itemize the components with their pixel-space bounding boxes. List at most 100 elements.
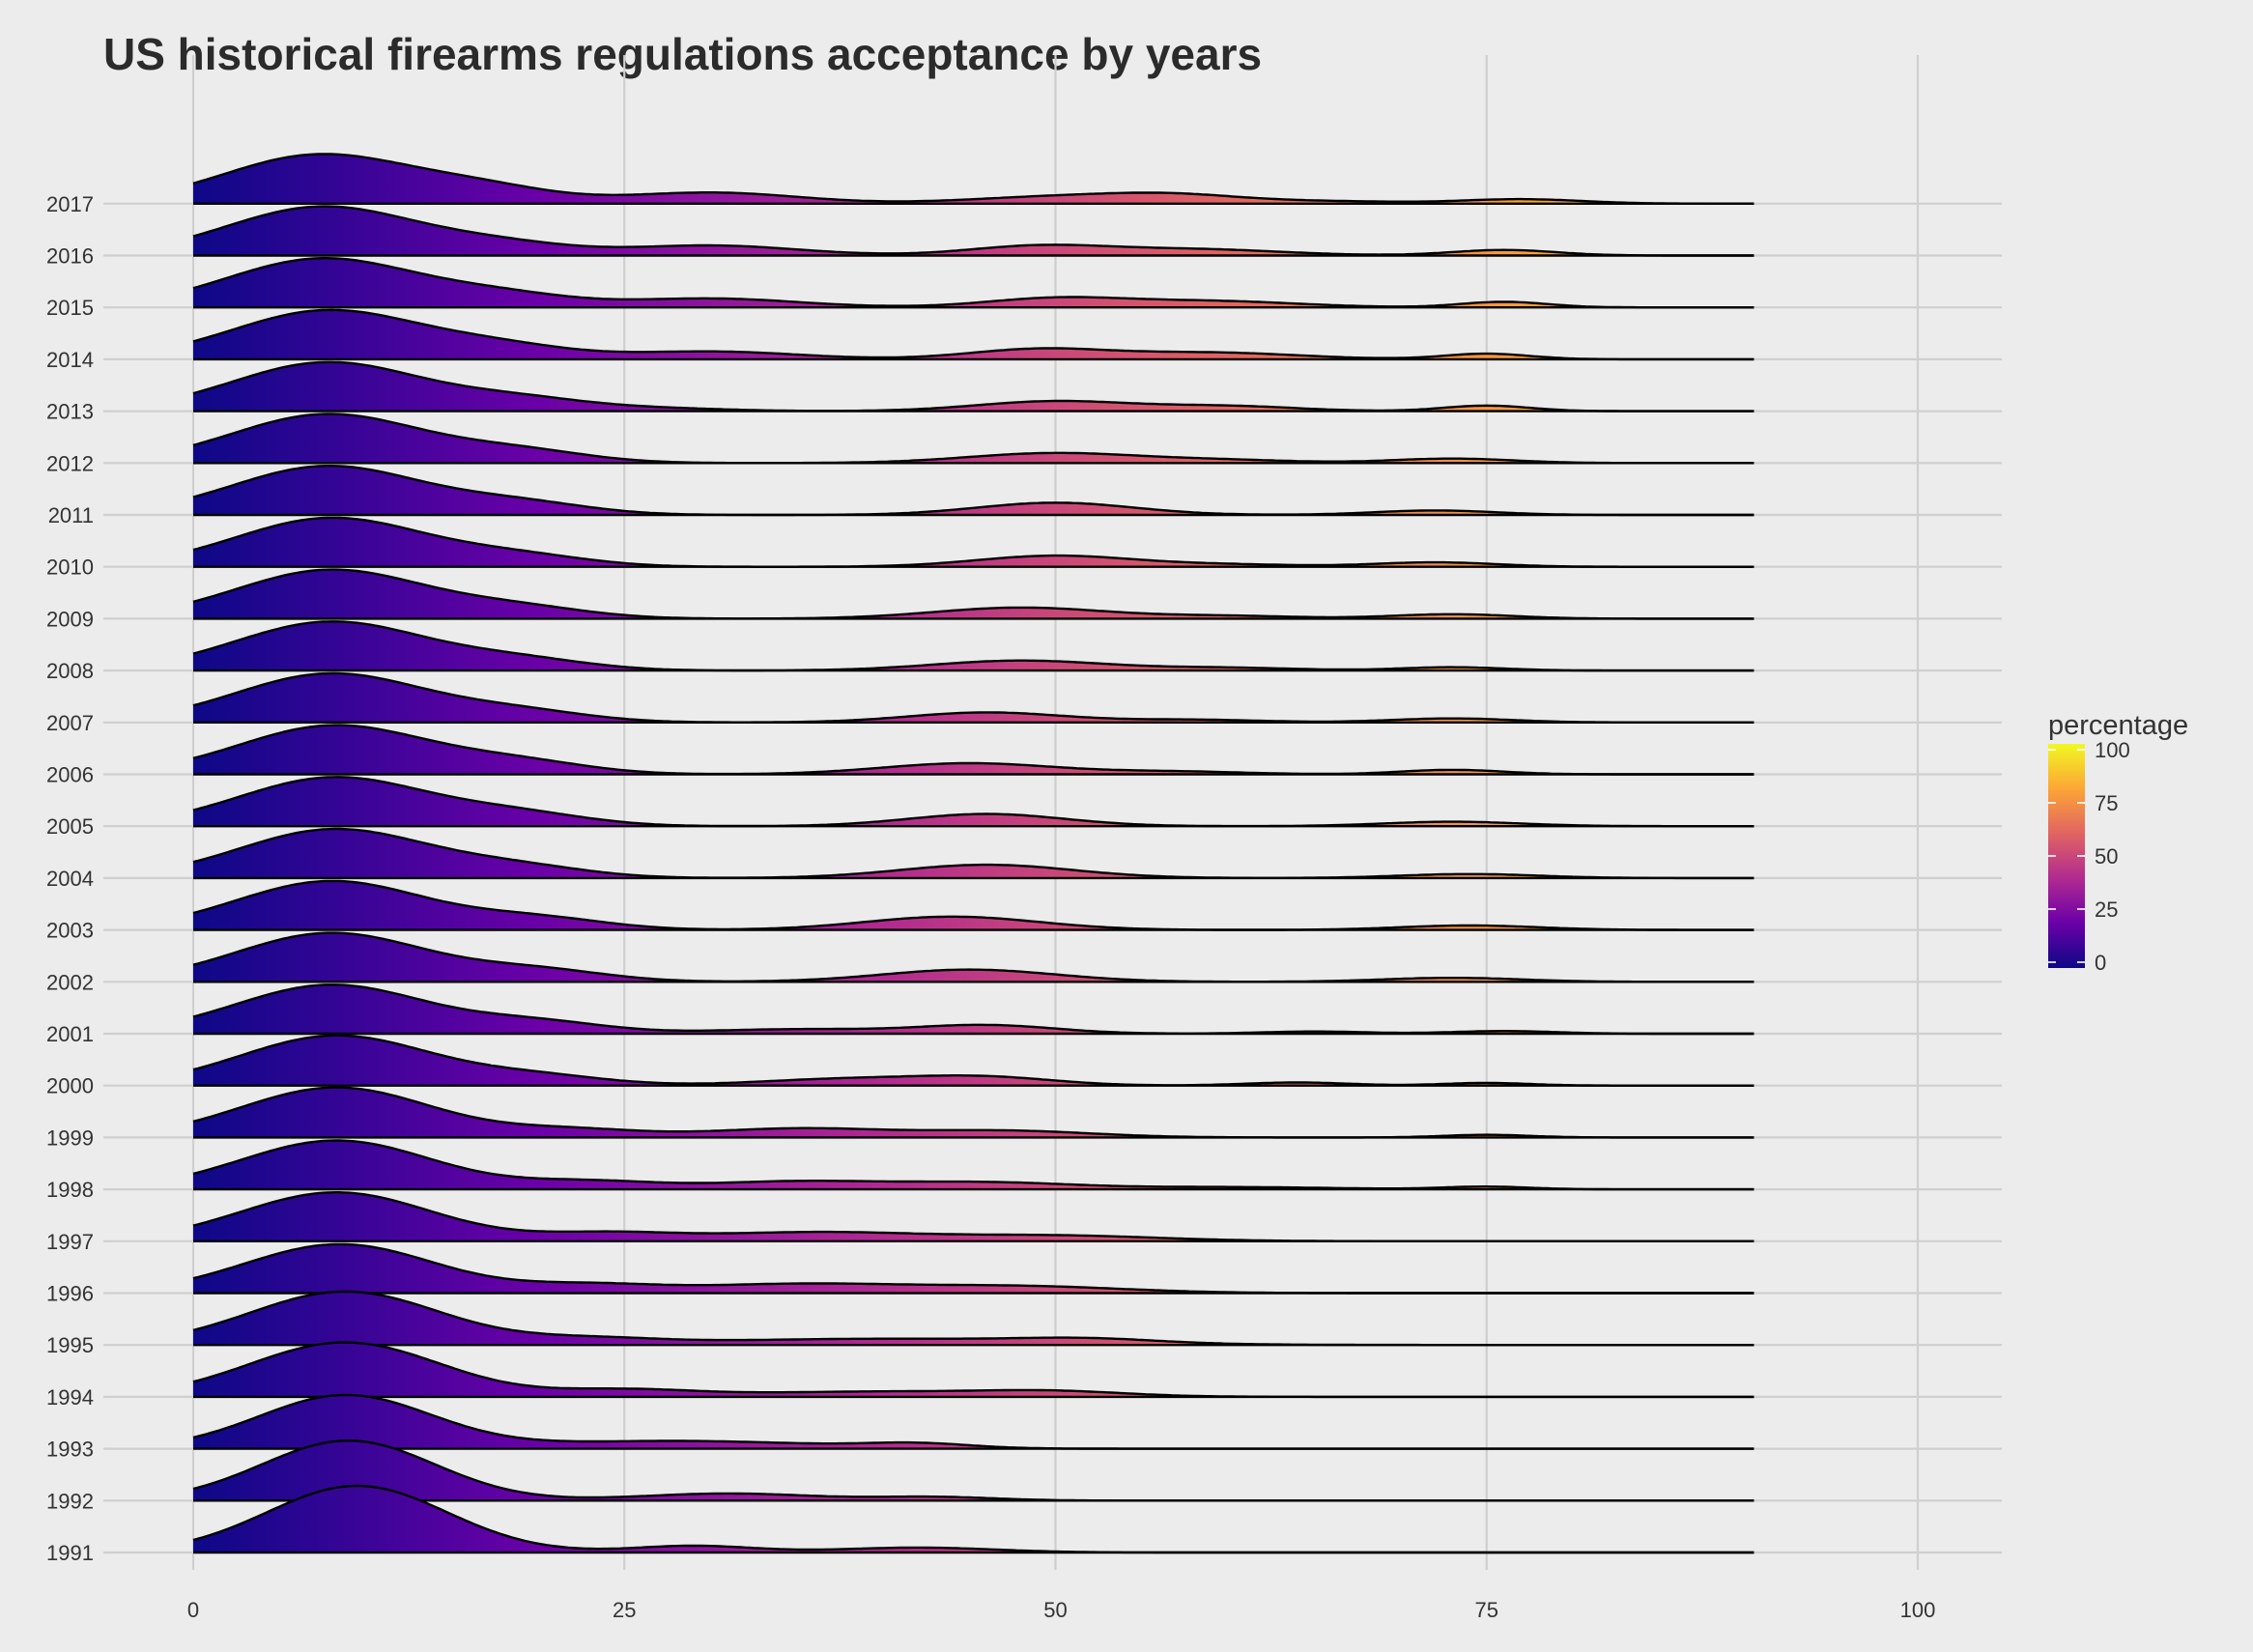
ridge-outline [192, 827, 1754, 880]
ridge-outline [192, 724, 1754, 776]
ridge-fill [193, 1243, 1754, 1294]
ridge-2009 [192, 568, 1754, 620]
legend-colorbar [2048, 744, 2085, 968]
ridge-2000 [192, 1034, 1754, 1087]
ridge-outline [192, 257, 1754, 309]
legend-tick-label: 0 [2095, 951, 2106, 975]
y-tick-label: 2005 [46, 814, 94, 839]
legend-title: percentage [2048, 710, 2188, 741]
ridge-fill [193, 361, 1754, 412]
ridge-outline [192, 776, 1754, 828]
y-axis-tick-labels: 2017 2016 2015 2014 2013 2012 2011 2010 2009 2008… [46, 192, 94, 1565]
y-tick-label: 2007 [46, 711, 94, 735]
y-tick-label: 2012 [46, 451, 94, 475]
ridge-fill [193, 621, 1754, 671]
y-tick-label: 2004 [46, 867, 94, 891]
ridge-1997 [192, 1191, 1754, 1243]
legend-tick-labels: 0 25 50 75 100 [2095, 738, 2130, 975]
ridge-fill [193, 1192, 1754, 1241]
ridge-fill [193, 1291, 1754, 1346]
ridge-fill [193, 517, 1754, 567]
ridge-outline [192, 1034, 1754, 1087]
ridge-outline [192, 360, 1754, 413]
y-tick-label: 2000 [46, 1074, 94, 1098]
ridge-fill [193, 829, 1754, 878]
ridge-fill [193, 932, 1754, 983]
ridge-fill [193, 777, 1754, 827]
y-tick-label: 1997 [46, 1230, 94, 1254]
ridge-fill [193, 258, 1754, 308]
legend-tick-label: 100 [2095, 738, 2130, 762]
ridge-2017 [192, 153, 1754, 206]
y-tick-label: 1991 [46, 1541, 94, 1565]
legend-tick-label: 75 [2095, 791, 2118, 815]
ridge-2008 [192, 620, 1754, 672]
ridge-outline [192, 1086, 1754, 1139]
ridge-1991 [192, 1484, 1754, 1554]
ridge-fill [193, 569, 1754, 619]
y-tick-label: 2011 [48, 503, 94, 527]
ridge-1998 [192, 1139, 1754, 1191]
y-tick-label: 2008 [46, 659, 94, 683]
ridge-fill [193, 984, 1754, 1034]
y-tick-label: 1995 [46, 1333, 94, 1357]
y-tick-label: 2006 [46, 763, 94, 787]
y-tick-label: 1993 [46, 1438, 94, 1462]
x-tick-label: 25 [613, 1598, 636, 1622]
ridge-fill [193, 309, 1754, 359]
legend-tick-label: 25 [2095, 897, 2118, 922]
x-tick-label: 100 [1900, 1598, 1936, 1622]
ridge-fill [193, 413, 1754, 464]
ridge-fill [193, 1087, 1754, 1138]
y-tick-label: 2009 [46, 607, 94, 631]
ridge-outline [192, 413, 1754, 465]
ridge-outline [192, 153, 1754, 205]
chart-title: US historical firearms regulations accep… [103, 29, 1262, 79]
ridge-2007 [192, 671, 1754, 724]
ridge-2001 [192, 983, 1754, 1036]
ridge-fill [193, 1035, 1754, 1086]
ridge-2010 [192, 516, 1754, 568]
ridge-outline [192, 879, 1754, 931]
ridge-outline [192, 620, 1754, 672]
x-axis-tick-labels: 0 25 50 75 100 [187, 1598, 1935, 1622]
ridge-fill [193, 1342, 1754, 1397]
y-tick-label: 1999 [46, 1125, 94, 1150]
ridge-2004 [192, 827, 1754, 880]
ridge-fill [193, 1486, 1754, 1552]
ridge-fill [193, 725, 1754, 775]
ridge-outline [192, 205, 1754, 257]
ridge-fill [193, 466, 1754, 515]
ridge-2002 [192, 931, 1754, 983]
y-tick-label: 1996 [46, 1282, 94, 1306]
x-tick-label: 75 [1475, 1598, 1498, 1622]
ridge-2003 [192, 879, 1754, 931]
ridge-outline [192, 1139, 1754, 1191]
y-tick-label: 2003 [46, 919, 94, 943]
ridge-fill [193, 154, 1754, 204]
x-tick-label: 50 [1043, 1598, 1067, 1622]
legend-tick-label: 50 [2095, 844, 2118, 869]
ridge-1996 [192, 1242, 1754, 1295]
ridges [192, 153, 1754, 1554]
ridge-fill [193, 206, 1754, 256]
y-tick-label: 2014 [46, 348, 94, 372]
ridge-2014 [192, 308, 1754, 361]
ridge-outline [192, 931, 1754, 983]
y-tick-label: 2002 [46, 970, 94, 994]
y-tick-label: 1998 [46, 1178, 94, 1202]
y-tick-label: 1994 [46, 1385, 94, 1410]
ridge-2011 [192, 465, 1754, 517]
ridge-2012 [192, 413, 1754, 465]
y-tick-label: 2010 [46, 555, 94, 580]
ridge-outline [192, 671, 1754, 724]
ridge-2006 [192, 724, 1754, 776]
ridge-1999 [192, 1086, 1754, 1139]
ridge-outline [192, 516, 1754, 568]
ridge-outline [192, 465, 1754, 517]
ridge-2005 [192, 776, 1754, 828]
ridge-1994 [192, 1341, 1754, 1399]
ridge-1995 [192, 1290, 1754, 1347]
y-tick-label: 2017 [46, 192, 94, 216]
